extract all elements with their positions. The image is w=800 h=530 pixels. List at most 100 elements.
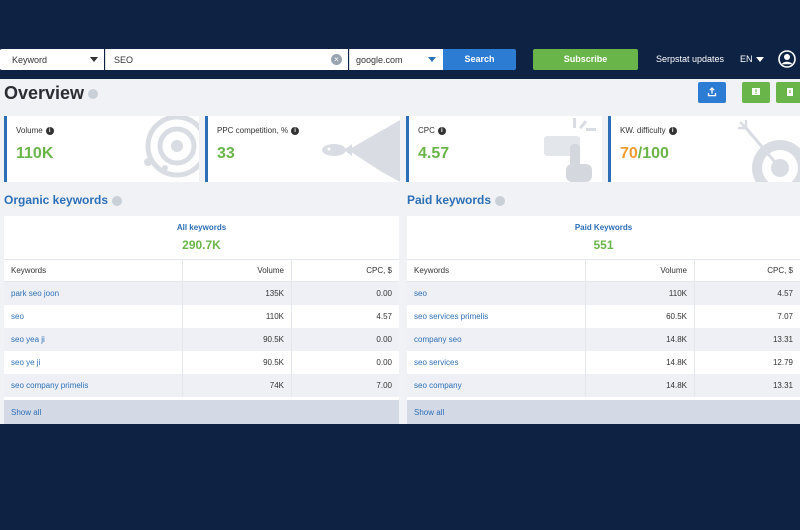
- table-row: company seo 14.8K 13.31: [407, 328, 800, 351]
- show-all-link[interactable]: Show all: [414, 408, 445, 417]
- search-type-value: Keyword: [12, 55, 48, 65]
- language-select[interactable]: EN: [740, 49, 764, 70]
- volume-cell: 14.8K: [585, 328, 695, 351]
- paid-keywords-panel: Paid Keywords 551 Keywords Volume CPC, $…: [407, 216, 800, 424]
- info-icon[interactable]: i: [45, 126, 54, 135]
- paid-keywords-title: Paid keywords: [407, 193, 506, 207]
- info-icon[interactable]: [495, 195, 506, 206]
- paid-keywords-link[interactable]: Paid Keywords: [574, 223, 633, 232]
- clear-icon[interactable]: ×: [331, 54, 342, 65]
- search-input[interactable]: SEO ×: [105, 49, 348, 70]
- volume-cell: 90.5K: [182, 351, 292, 374]
- main-content: Overview Volume i 110K PPC competition, %…: [0, 79, 800, 424]
- book-icon: [787, 88, 793, 97]
- volume-label: Volume i: [16, 126, 54, 135]
- info-icon[interactable]: i: [437, 126, 446, 135]
- info-icon[interactable]: i: [668, 126, 677, 135]
- column-header-volume[interactable]: Volume: [182, 259, 292, 282]
- fish-icon: [322, 120, 400, 182]
- chevron-down-icon: [755, 57, 764, 63]
- table-row: seo company primelis 74K 7.00: [4, 374, 399, 397]
- subscribe-button[interactable]: Subscribe: [533, 49, 638, 70]
- keyword-link[interactable]: seo services: [414, 358, 459, 367]
- keyword-link[interactable]: seo yea ji: [4, 328, 183, 351]
- info-icon[interactable]: [88, 89, 99, 100]
- chevron-down-icon: [428, 57, 436, 62]
- click-icon: [544, 118, 596, 182]
- all-keywords-link[interactable]: All keywords: [176, 223, 227, 232]
- cpc-cell: 4.57: [291, 305, 399, 328]
- cpc-card: CPC i 4.57: [406, 116, 602, 182]
- kw-difficulty-score: 70: [620, 145, 638, 162]
- organic-keywords-title-text: Organic keywords: [4, 193, 109, 207]
- dartboard-icon: [738, 120, 800, 182]
- column-header-cpc[interactable]: CPC, $: [694, 259, 800, 282]
- paid-keywords-table: Keywords Volume CPC, $ seo 110K 4.57 seo s…: [407, 259, 800, 397]
- keyword-link[interactable]: seo company: [407, 374, 586, 397]
- table-row: seo 110K 4.57: [407, 281, 800, 305]
- keyword-link[interactable]: seo ye ji: [11, 358, 41, 367]
- kw-difficulty-label-text: KW. difficulty: [620, 126, 666, 135]
- database-value: google.com: [356, 55, 403, 65]
- cpc-cell: 0.00: [291, 328, 399, 351]
- target-icon: [144, 116, 199, 178]
- user-icon[interactable]: [778, 50, 796, 68]
- export-icon: [707, 87, 717, 97]
- table-row: seo company 14.8K 13.31: [407, 374, 800, 397]
- table-row: seo yea ji 90.5K 0.00: [4, 328, 399, 351]
- ppc-competition-card: PPC competition, % i 33: [205, 116, 400, 182]
- paid-keywords-count: 551: [593, 238, 614, 252]
- table-row: seo services 14.8K 12.79: [407, 351, 800, 374]
- keyword-link[interactable]: park seo joon: [4, 281, 183, 305]
- page-title: Overview: [4, 83, 99, 104]
- keyword-link[interactable]: seo services primelis: [414, 312, 489, 321]
- notice-icon: [752, 88, 760, 96]
- column-header-keywords[interactable]: Keywords: [4, 259, 183, 282]
- show-all-link[interactable]: Show all: [11, 408, 42, 417]
- cpc-cell: 12.79: [694, 351, 800, 374]
- cpc-value: 4.57: [418, 145, 450, 162]
- language-value: EN: [740, 54, 753, 64]
- search-button[interactable]: Search: [443, 49, 516, 70]
- serpstat-updates-link[interactable]: Serpstat updates: [656, 54, 725, 64]
- cpc-cell: 13.31: [694, 328, 800, 351]
- page-title-text: Overview: [4, 83, 85, 103]
- paid-show-all-bar: Show all: [407, 400, 800, 424]
- column-header-keywords[interactable]: Keywords: [407, 259, 586, 282]
- book-button[interactable]: [776, 82, 800, 103]
- keyword-link[interactable]: seo: [407, 281, 586, 305]
- volume-cell: 135K: [182, 281, 292, 305]
- ppc-competition-value: 33: [217, 145, 235, 162]
- all-keywords-count: 290.7K: [182, 238, 221, 252]
- column-header-volume[interactable]: Volume: [585, 259, 695, 282]
- database-select[interactable]: google.com: [349, 49, 443, 70]
- volume-cell: 74K: [182, 374, 292, 397]
- keyword-link[interactable]: seo company primelis: [4, 374, 183, 397]
- cpc-cell: 4.57: [694, 281, 800, 305]
- table-row: seo services primelis 60.5K 7.07: [407, 305, 800, 328]
- export-button[interactable]: [698, 82, 726, 103]
- volume-cell: 14.8K: [585, 351, 695, 374]
- keyword-link[interactable]: seo: [11, 312, 24, 321]
- table-row: park seo joon 135K 0.00: [4, 281, 399, 305]
- kw-difficulty-value: 70/100: [620, 145, 669, 163]
- paid-keywords-title-text: Paid keywords: [407, 193, 492, 207]
- volume-cell: 110K: [182, 305, 292, 328]
- volume-label-text: Volume: [16, 126, 43, 135]
- info-icon[interactable]: i: [291, 126, 300, 135]
- cpc-cell: 0.00: [291, 351, 399, 374]
- kw-difficulty-card: KW. difficulty i 70/100: [608, 116, 800, 182]
- keyword-link[interactable]: company seo: [407, 328, 586, 351]
- search-type-select[interactable]: Keyword: [0, 49, 104, 70]
- chevron-down-icon: [90, 57, 98, 62]
- column-header-cpc[interactable]: CPC, $: [291, 259, 399, 282]
- organic-keywords-panel: All keywords 290.7K Keywords Volume CPC,…: [4, 216, 399, 424]
- info-icon[interactable]: [112, 195, 123, 206]
- notice-button[interactable]: [742, 82, 770, 103]
- organic-show-all-bar: Show all: [4, 400, 399, 424]
- volume-cell: 14.8K: [585, 374, 695, 397]
- table-header-row: Keywords Volume CPC, $: [407, 259, 800, 282]
- kw-difficulty-label: KW. difficulty i: [620, 126, 677, 135]
- table-row: seo 110K 4.57: [4, 305, 399, 328]
- table-header-row: Keywords Volume CPC, $: [4, 259, 399, 282]
